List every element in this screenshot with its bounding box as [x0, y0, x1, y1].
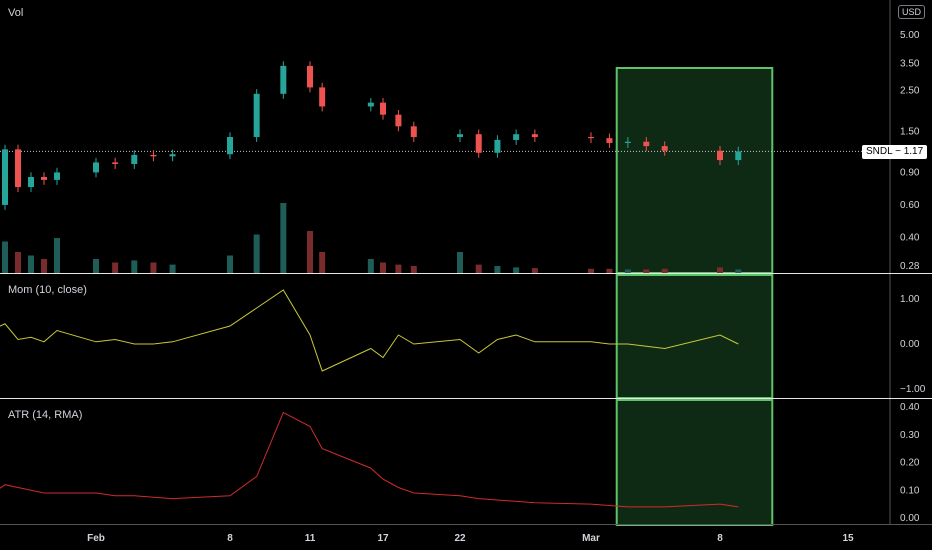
volume-bar — [661, 268, 668, 273]
volume-bar — [735, 269, 742, 273]
atr-pane-title: ATR (14, RMA) — [8, 409, 83, 421]
candle-body — [2, 149, 8, 205]
candle-body — [494, 139, 501, 153]
volume-bar — [513, 267, 520, 273]
candle-body — [717, 150, 723, 161]
price-tick-label: 0.60 — [900, 200, 920, 211]
volume-bar — [280, 203, 287, 273]
candle-body — [367, 102, 374, 107]
candle-body — [735, 151, 742, 161]
candle-body — [41, 177, 47, 180]
momentum-pane-title: Mom (10, close) — [8, 284, 87, 296]
highlight-box-momentum — [615, 274, 774, 399]
time-tick-label: Mar — [582, 533, 600, 544]
price-label-badge: SNDL − 1.17 — [862, 145, 928, 159]
candle-body — [606, 138, 613, 143]
time-tick-label: 17 — [377, 533, 389, 544]
atr-tick-label: 0.00 — [900, 513, 920, 524]
volume-bar — [131, 260, 138, 273]
time-tick-label: 11 — [305, 533, 316, 544]
candle-body — [280, 65, 287, 94]
volume-bar — [169, 264, 176, 273]
candle-body — [410, 126, 417, 138]
candle-body — [253, 93, 260, 138]
candle-body — [380, 102, 386, 115]
highlight-box-main — [615, 67, 774, 274]
price-tick-label: 0.40 — [900, 232, 920, 243]
volume-bar — [2, 241, 8, 273]
candle-body — [131, 154, 138, 164]
time-tick-label: 8 — [227, 533, 233, 544]
atr-tick-label: 0.40 — [900, 402, 920, 413]
time-tick-label: 8 — [717, 533, 723, 544]
volume-bar — [588, 268, 594, 273]
atr-series-line — [0, 411, 739, 508]
candle-body — [661, 146, 668, 151]
candle-body — [150, 154, 157, 157]
highlight-box-atr — [615, 399, 774, 526]
price-tick-label: 0.28 — [900, 261, 920, 272]
volume-bar — [606, 268, 613, 273]
atr-tick-label: 0.30 — [900, 430, 920, 441]
volume-bar — [307, 231, 313, 273]
volume-bar — [717, 267, 723, 273]
atr-tick-label: 0.20 — [900, 458, 920, 469]
candle-body — [54, 172, 60, 180]
candle-body — [531, 134, 538, 138]
price-tick-label: 1.50 — [900, 126, 920, 137]
volume-bar — [475, 264, 482, 273]
candle-body — [319, 87, 326, 107]
volume-bar — [380, 262, 386, 273]
candle-body — [624, 141, 631, 143]
volume-bar — [253, 234, 260, 273]
candle-body — [227, 137, 233, 155]
volume-bar — [15, 252, 21, 273]
volume-bar — [93, 259, 99, 273]
volume-bar — [624, 269, 631, 273]
momentum-series-line — [0, 289, 739, 372]
volume-bar — [410, 266, 417, 273]
main-pane-title: Vol — [8, 7, 24, 19]
volume-bar — [54, 238, 60, 273]
volume-bar — [531, 268, 538, 273]
volume-bar — [494, 266, 501, 273]
candle-body — [169, 154, 176, 157]
price-tick-label: 2.50 — [900, 86, 920, 97]
candle-body — [15, 149, 21, 188]
volume-bar — [150, 262, 157, 273]
candle-body — [475, 134, 482, 153]
momentum-tick-label: 1.00 — [900, 294, 920, 305]
candle-body — [457, 134, 463, 138]
price-tick-label: 0.90 — [900, 167, 920, 178]
price-tick-label: 3.50 — [900, 59, 920, 70]
candle-body — [588, 137, 594, 139]
volume-bar — [457, 252, 463, 273]
volume-bar — [227, 255, 233, 273]
candle-body — [513, 134, 520, 140]
price-tick-label: 5.00 — [900, 30, 920, 41]
candle-body — [395, 114, 402, 127]
volume-bar — [367, 259, 374, 273]
volume-bar — [395, 264, 402, 273]
currency-button[interactable]: USD — [898, 5, 926, 19]
candle-body — [643, 141, 650, 147]
time-tick-label: 22 — [454, 533, 466, 544]
volume-bar — [319, 252, 326, 273]
candle-body — [307, 65, 313, 88]
volume-bar — [41, 259, 47, 273]
volume-bar — [112, 262, 119, 273]
time-tick-label: 15 — [842, 533, 854, 544]
candle-body — [28, 177, 34, 188]
volume-bar — [643, 269, 650, 273]
momentum-tick-label: 0.00 — [900, 339, 920, 350]
time-tick-label: Feb — [87, 533, 105, 544]
momentum-tick-label: −1.00 — [900, 384, 926, 395]
atr-tick-label: 0.10 — [900, 485, 920, 496]
candle-body — [112, 162, 119, 164]
volume-bar — [28, 255, 34, 273]
candle-body — [93, 162, 99, 173]
